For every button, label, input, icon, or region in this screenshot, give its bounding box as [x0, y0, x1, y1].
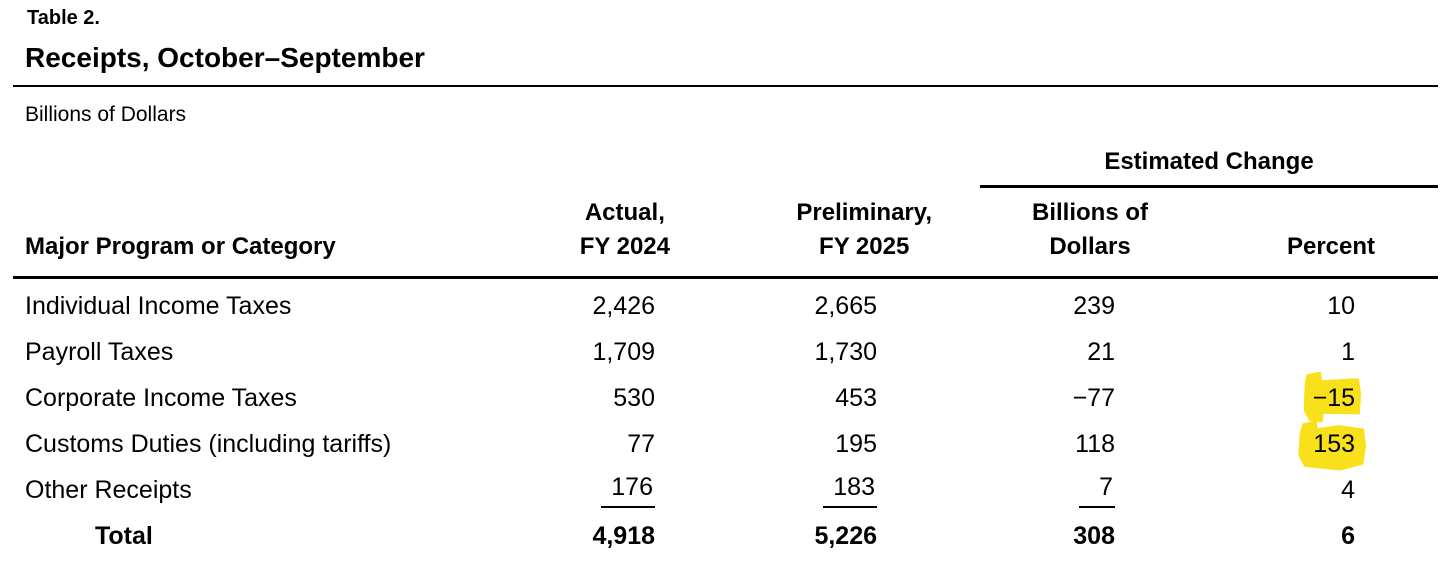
- cell-fy2024: 1,709: [592, 337, 655, 366]
- cell-change-billions: 239: [1073, 292, 1115, 321]
- cell-fy2025: 1,730: [814, 337, 877, 366]
- cell-fy2024: 176: [413, 467, 655, 513]
- column-header-preliminary-fy2025: Preliminary, FY 2025: [655, 188, 932, 279]
- cell-fy2024: 4,918: [592, 521, 655, 550]
- cell-fy2025: 183: [655, 467, 877, 513]
- cell-fy2025: 453: [835, 383, 877, 412]
- row-label: Individual Income Taxes: [25, 292, 292, 321]
- title-rule: [13, 85, 1438, 87]
- spanner-header-row: Estimated Change: [13, 132, 1439, 188]
- subtotal-underline: 183: [823, 473, 877, 508]
- row-label: Other Receipts: [25, 475, 192, 504]
- table-row-individual-income-taxes: Individual Income Taxes 2,426 2,665 239 …: [13, 277, 1438, 329]
- yellow-highlight-mark: −15: [1312, 383, 1356, 412]
- cell-fy2025: 5,226: [814, 521, 877, 550]
- subtotal-underline: 176: [601, 473, 655, 508]
- cell-fy2024: 530: [613, 383, 655, 412]
- table-row-total: Total 4,918 5,226 308 6: [13, 513, 1438, 559]
- cell-change-percent: −15: [1115, 375, 1438, 421]
- table-row-other-receipts: Other Receipts 176 183 7 4: [13, 467, 1438, 513]
- cell-change-percent: 6: [1341, 521, 1356, 550]
- row-label: Corporate Income Taxes: [25, 383, 297, 412]
- cell-change-billions: 118: [1075, 429, 1115, 458]
- units-note: Billions of Dollars: [25, 103, 187, 126]
- table-row-customs-duties: Customs Duties (including tariffs) 77 19…: [13, 421, 1438, 467]
- table-number-label: Table 2.: [27, 7, 100, 29]
- cell-change-billions: 21: [1087, 337, 1115, 366]
- column-header-row: Major Program or Category Actual, FY 202…: [13, 188, 1439, 279]
- column-header-change-percent: Percent: [1115, 188, 1439, 279]
- estimated-change-spanner: Estimated Change: [980, 148, 1439, 188]
- row-label: Customs Duties (including tariffs): [25, 429, 392, 458]
- cell-change-percent: 153: [1115, 421, 1438, 467]
- receipts-table: Estimated Change Major Program or Catego…: [13, 132, 1439, 559]
- total-label: Total: [95, 521, 153, 550]
- table-row-corporate-income-taxes: Corporate Income Taxes 530 453 −77 −15: [13, 375, 1438, 421]
- cell-fy2024: 2,426: [592, 292, 655, 321]
- cell-fy2024: 77: [627, 429, 655, 458]
- table-row-payroll-taxes: Payroll Taxes 1,709 1,730 21 1: [13, 329, 1438, 375]
- column-header-actual-fy2024: Actual, FY 2024: [413, 188, 670, 279]
- cell-fy2025: 195: [835, 429, 877, 458]
- estimated-change-label: Estimated Change: [1104, 148, 1314, 175]
- cell-change-percent: 4: [1341, 475, 1356, 504]
- cell-change-percent: 1: [1341, 337, 1356, 366]
- cell-change-billions: 7: [877, 467, 1115, 513]
- subtotal-underline: 7: [1079, 473, 1115, 508]
- cell-change-percent: 10: [1327, 292, 1356, 321]
- page-title: Receipts, October–September: [25, 42, 425, 73]
- cell-change-billions: 308: [1073, 521, 1115, 550]
- yellow-highlight-mark: 153: [1313, 429, 1356, 458]
- row-label: Payroll Taxes: [25, 337, 174, 366]
- column-header-change-billions: Billions of Dollars: [877, 188, 1148, 279]
- cell-change-billions: −77: [1072, 383, 1115, 412]
- cell-fy2025: 2,665: [814, 292, 877, 321]
- column-header-category: Major Program or Category: [13, 188, 413, 279]
- receipts-table-wrap: Estimated Change Major Program or Catego…: [13, 132, 1439, 559]
